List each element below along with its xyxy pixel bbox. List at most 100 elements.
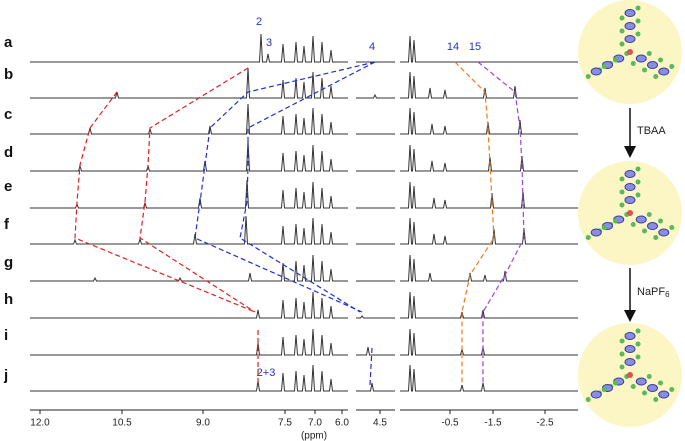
atom <box>642 228 648 234</box>
row-label: d <box>4 144 13 161</box>
atom <box>585 396 591 402</box>
spectrum <box>356 315 395 319</box>
atom <box>590 228 602 237</box>
row-label: j <box>3 367 8 384</box>
atom <box>658 380 664 386</box>
atom <box>635 354 641 360</box>
row-label: a <box>4 34 13 51</box>
spectrum <box>400 328 578 356</box>
atom <box>630 61 636 67</box>
atom <box>601 386 607 392</box>
atom <box>658 218 664 224</box>
peak-label: 2+3 <box>257 367 276 379</box>
spectrum <box>356 346 395 356</box>
atom <box>612 218 618 224</box>
atom <box>585 234 591 240</box>
atom <box>653 74 659 80</box>
atom <box>601 63 607 69</box>
atom <box>630 384 636 390</box>
atom <box>619 351 625 357</box>
atom <box>653 397 659 403</box>
axis-unit: (ppm) <box>301 431 327 441</box>
atom <box>635 179 641 185</box>
atom <box>619 176 625 182</box>
atom <box>612 57 618 63</box>
tick-label: 7.5 <box>278 418 292 429</box>
row-label: b <box>4 66 13 83</box>
atom <box>585 73 591 79</box>
spectrum <box>356 93 395 99</box>
atom <box>624 358 636 366</box>
atom <box>624 9 636 18</box>
reagent-label: NaPF6 <box>637 286 670 299</box>
atom <box>647 61 659 70</box>
peak-label: 15 <box>469 41 481 53</box>
atom <box>635 328 641 334</box>
atom <box>635 18 641 24</box>
spectrum <box>356 382 395 392</box>
atom <box>601 224 607 230</box>
connector <box>74 91 256 313</box>
atom <box>619 41 625 47</box>
atom <box>658 390 670 399</box>
spectrum <box>30 254 348 282</box>
spectrum <box>30 67 348 99</box>
spectrum <box>30 179 348 209</box>
row-label: e <box>4 178 12 195</box>
atom <box>624 196 636 204</box>
peak-label: 4 <box>369 41 375 53</box>
peak-label: 3 <box>266 37 272 49</box>
spectrum <box>400 364 578 392</box>
row-label: g <box>4 254 13 271</box>
peak-label: 14 <box>447 41 459 53</box>
atom <box>646 212 652 218</box>
spectrum <box>30 291 348 319</box>
atom <box>612 380 618 386</box>
atom <box>624 22 636 31</box>
atom <box>627 49 633 55</box>
spectrum <box>30 33 348 63</box>
spectrum <box>400 107 578 135</box>
tick-label: 10.5 <box>112 418 132 429</box>
tick-label: 7.0 <box>308 418 322 429</box>
atom <box>669 387 675 393</box>
atom <box>635 166 641 172</box>
atom <box>627 210 633 216</box>
atom <box>646 51 652 57</box>
atom <box>624 170 636 179</box>
spectrum <box>30 215 348 245</box>
atom <box>635 54 647 63</box>
atom <box>642 67 648 73</box>
atom <box>635 5 641 11</box>
atom <box>624 332 636 340</box>
connector <box>139 67 256 313</box>
tick-label: 4.5 <box>373 418 387 429</box>
spectrum <box>400 254 578 282</box>
tick-label: 12.0 <box>30 418 50 429</box>
spectrum <box>30 140 348 172</box>
atom <box>658 228 670 237</box>
atom <box>635 192 641 198</box>
atom <box>624 35 636 44</box>
atom <box>619 338 625 344</box>
atom <box>653 235 659 241</box>
spectrum <box>400 217 578 245</box>
tick-label: 9.0 <box>196 418 210 429</box>
atom <box>619 28 625 34</box>
connector <box>454 61 495 385</box>
row-label: h <box>4 291 13 308</box>
atom <box>642 390 648 396</box>
atom <box>669 225 675 231</box>
atom <box>619 364 625 370</box>
atom <box>590 67 602 76</box>
spectrum <box>400 71 578 99</box>
tick-label: -0.5 <box>441 418 459 429</box>
atom <box>635 341 641 347</box>
atom <box>646 374 652 380</box>
spectrum <box>400 144 578 172</box>
atom <box>630 222 636 228</box>
spectrum <box>400 181 578 209</box>
atom <box>658 57 664 63</box>
tick-label: -2.5 <box>536 418 554 429</box>
